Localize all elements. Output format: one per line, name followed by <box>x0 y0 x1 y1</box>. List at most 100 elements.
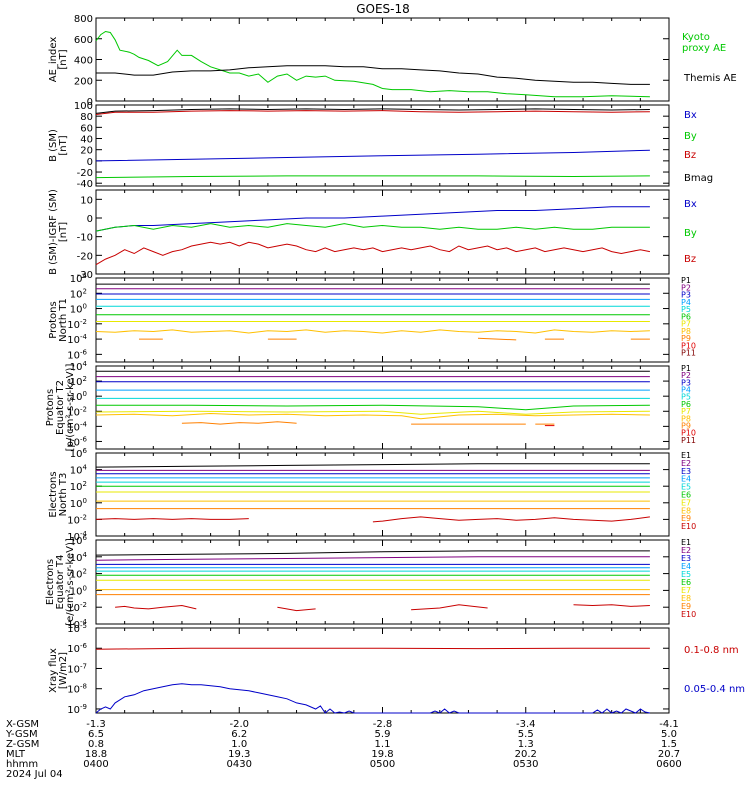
y-tick-label: -30 <box>77 270 93 281</box>
legend-label: E5 <box>681 570 691 579</box>
y-axis-label: Equator T2 <box>55 380 66 435</box>
legend-label: By <box>684 131 697 142</box>
x-row-value: 1.0 <box>231 739 247 750</box>
panel-pn: 104 102 100 10-2 10-4 10-6 Protons North T1 P1P2… <box>48 272 696 363</box>
legend-label: Bmag <box>684 173 713 184</box>
y-tick-label: 20 <box>80 146 93 157</box>
series-bz-line <box>95 110 650 115</box>
y-tick-label: 102 <box>70 568 87 581</box>
legend-label: P4 <box>681 386 691 395</box>
legend-label: P2 <box>681 371 691 380</box>
y-axis-label: Xray flux <box>48 648 59 693</box>
figure-title: GOES-18 <box>356 2 410 16</box>
y-tick-label: -40 <box>77 179 93 190</box>
y-tick-label: 80 <box>80 112 93 123</box>
legend-label: Bx <box>684 199 697 210</box>
y-tick-label: 10-2 <box>67 601 87 614</box>
legend-label: Themis AE <box>683 73 737 84</box>
legend-label: Bz <box>684 150 696 161</box>
x-row-label: Z-GSM <box>6 739 39 750</box>
x-row-value: 18.8 <box>85 749 107 760</box>
y-tick-label: -10 <box>77 233 93 244</box>
legend-label: E6 <box>681 578 691 587</box>
x-row-value: 0600 <box>656 759 681 770</box>
legend-label: E7 <box>681 586 691 595</box>
x-axis-labels: X-GSM -1.3 -2.0 -2.8 -3.4 -4.1 Y-GSM 6.5 6.2 5.9 5… <box>5 719 682 780</box>
series-bx-line <box>95 149 650 162</box>
series-by-line <box>95 175 650 179</box>
y-tick-label: 104 <box>70 464 88 477</box>
y-tick-label: 0 <box>87 157 93 168</box>
y-tick-label: 10-4 <box>67 618 87 631</box>
panel-pe: 104 102 100 10-2 10-4 10-6 Protons Equator T2 [p… <box>45 360 696 451</box>
x-row-value: 5.5 <box>518 729 534 740</box>
legend-label: E8 <box>681 506 691 515</box>
x-row-value: 0400 <box>83 759 108 770</box>
y-tick-label: 10-7 <box>67 662 87 675</box>
y-axis-label: Protons <box>45 389 56 426</box>
legend-label: Bx <box>684 110 697 121</box>
series-bx-line <box>95 206 650 232</box>
legend-label: P9 <box>681 334 691 343</box>
legend-label: P5 <box>681 305 691 314</box>
x-row-value: 0430 <box>227 759 252 770</box>
legend-label: E2 <box>681 459 691 468</box>
legend-label: P3 <box>681 378 691 387</box>
legend-label: E4 <box>681 562 691 571</box>
x-row-value: 0.8 <box>88 739 104 750</box>
series-0-1-0-8-nm-line <box>95 647 650 650</box>
y-tick-label: 10-4 <box>67 530 87 543</box>
legend-label: By <box>684 228 697 239</box>
x-row-value: 0500 <box>370 759 395 770</box>
y-tick-label: 10-4 <box>67 420 87 433</box>
x-row-value: 5.0 <box>661 729 677 740</box>
series-bz-line <box>95 241 650 266</box>
legend-label: P7 <box>681 320 691 329</box>
legend-label: E3 <box>681 467 691 476</box>
series-e10-line <box>115 604 197 610</box>
y-tick-label: 106 <box>70 534 88 547</box>
legend-label: P2 <box>681 283 691 292</box>
y-tick-label: 10-8 <box>67 683 87 696</box>
series-e10-line <box>277 606 316 612</box>
y-tick-label: -20 <box>77 168 93 179</box>
legend-label: E6 <box>681 491 691 500</box>
y-tick-label: 200 <box>74 76 93 87</box>
y-axis-label: [p/(cm²-s-sr-keV)] <box>65 364 76 452</box>
x-row-value: 6.2 <box>231 729 247 740</box>
y-axis-label: [nT] <box>58 49 69 69</box>
y-tick-label: 600 <box>74 35 93 46</box>
series-by-line <box>95 223 650 232</box>
y-tick-label: 10-6 <box>67 348 87 361</box>
legend-label: E7 <box>681 498 691 507</box>
x-row-value: 1.3 <box>518 739 534 750</box>
series-p8-line <box>95 329 650 334</box>
y-tick-label: -20 <box>77 251 93 262</box>
y-tick-label: 100 <box>74 101 93 112</box>
legend-label: E4 <box>681 475 691 484</box>
y-axis-label: Electrons <box>45 559 56 605</box>
legend-label: E9 <box>681 602 691 611</box>
y-axis-label: [W/m2] <box>58 652 69 689</box>
y-tick-label: 400 <box>74 56 93 67</box>
legend-label: P11 <box>681 436 696 445</box>
series-bmag-line <box>95 108 650 114</box>
y-tick-label: 10 <box>80 195 93 206</box>
x-row-value: -1.3 <box>86 719 106 730</box>
legend-label: P10 <box>681 429 696 438</box>
y-tick-label: 800 <box>74 14 93 25</box>
legend-label: P3 <box>681 291 691 300</box>
series-e1-line <box>95 463 650 468</box>
legend-label: P1 <box>681 364 691 373</box>
series-e2-line <box>95 556 650 561</box>
series-e1-line <box>95 550 650 556</box>
panel-xray: 10-5 10-6 10-7 10-8 10-9 Xray flux [W/m2] 0.1-0… <box>48 622 745 716</box>
legend-label: 0.05-0.4 nm <box>684 684 745 695</box>
y-tick-label: 10-6 <box>67 435 87 448</box>
series-e10-line <box>372 516 650 523</box>
y-tick-label: 102 <box>70 480 87 493</box>
x-row-value: 19.3 <box>228 749 250 760</box>
y-axis-label: [e/(cm²-s-sr-keV)] <box>65 538 76 626</box>
legend-label: E9 <box>681 514 691 523</box>
